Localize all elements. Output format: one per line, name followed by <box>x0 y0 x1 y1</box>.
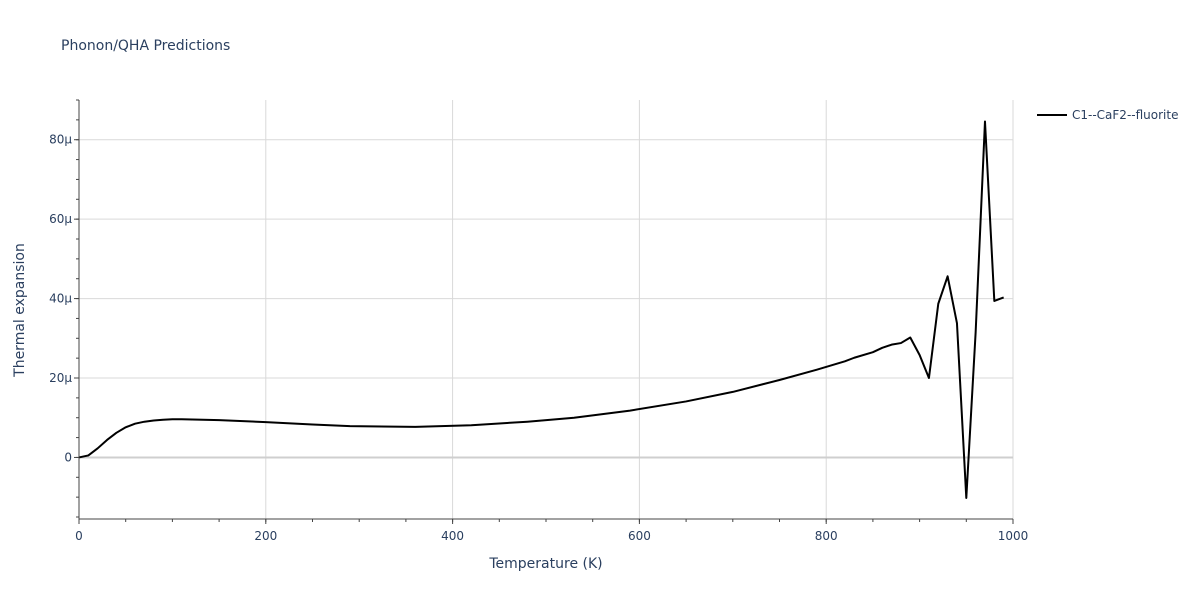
x-tick-label: 400 <box>441 529 464 543</box>
plot-area <box>78 120 1005 499</box>
series-line-c1-caf2[interactable] <box>78 120 1005 499</box>
x-tick-label: 800 <box>815 529 838 543</box>
x-axis-title: Temperature (K) <box>488 556 602 572</box>
y-axis-title: Thermal expansion <box>12 243 28 378</box>
y-tick-label: 20μ <box>49 371 72 385</box>
x-tick-label: 200 <box>254 529 277 543</box>
y-tick-label: 40μ <box>49 292 72 306</box>
y-tick-label: 60μ <box>49 212 72 226</box>
x-tick-label: 0 <box>75 529 83 543</box>
y-tick-label: 80μ <box>49 133 72 147</box>
x-tick-label: 1000 <box>998 529 1029 543</box>
chart-title: Phonon/QHA Predictions <box>61 38 230 54</box>
legend-label-c1-caf2: C1--CaF2--fluorite <box>1072 108 1178 122</box>
y-axis-ticks: 0 20μ 40μ 60μ 80μ <box>49 99 79 518</box>
y-tick-label: 0 <box>64 450 72 464</box>
x-gridlines <box>265 100 1014 519</box>
x-axis-ticks: 0 200 400 600 800 1000 <box>75 519 1028 543</box>
x-tick-label: 600 <box>628 529 651 543</box>
y-gridlines <box>79 139 1013 459</box>
legend[interactable]: C1--CaF2--fluorite <box>1037 108 1178 122</box>
